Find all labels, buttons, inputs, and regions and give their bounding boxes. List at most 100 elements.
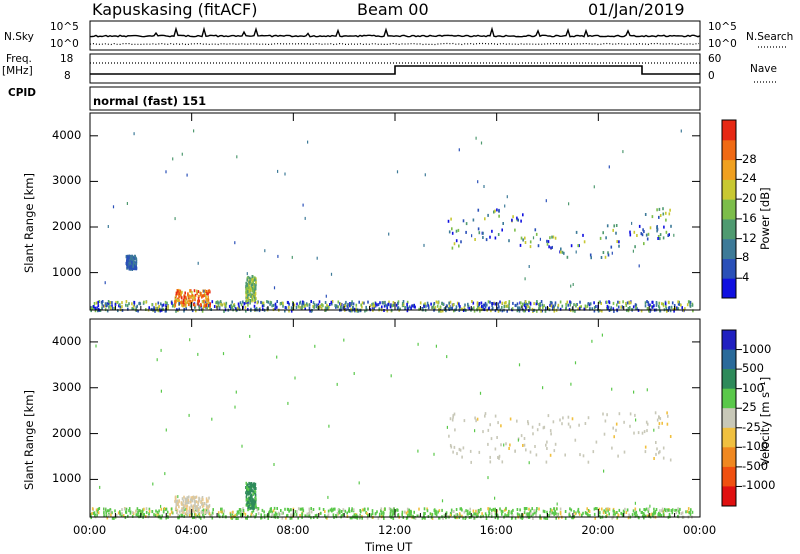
data-pixel xyxy=(288,509,290,513)
data-pixel xyxy=(424,173,426,177)
data-pixel xyxy=(392,517,395,520)
data-pixel xyxy=(207,301,210,305)
data-pixel xyxy=(553,513,555,516)
data-pixel xyxy=(496,306,499,310)
data-pixel xyxy=(611,516,613,520)
data-pixel xyxy=(143,513,145,517)
data-pixel xyxy=(194,505,197,509)
data-pixel xyxy=(564,516,567,520)
data-pixel xyxy=(424,516,426,520)
data-pixel xyxy=(535,513,537,517)
data-pixel xyxy=(458,302,460,306)
data-pixel xyxy=(646,388,648,392)
freq-tick-high: 18 xyxy=(60,53,74,65)
data-pixel xyxy=(535,509,538,513)
data-pixel xyxy=(371,306,374,310)
data-pixel xyxy=(474,416,476,420)
data-pixel xyxy=(680,512,683,516)
data-pixel xyxy=(487,507,489,511)
data-pixel xyxy=(344,509,347,513)
data-pixel xyxy=(485,514,488,518)
data-pixel xyxy=(128,256,130,259)
data-pixel xyxy=(376,510,378,514)
data-pixel xyxy=(135,259,138,263)
freq-unit: [MHz] xyxy=(2,65,33,77)
data-pixel xyxy=(101,307,103,311)
data-pixel xyxy=(647,509,650,513)
data-pixel xyxy=(201,496,204,499)
data-pixel xyxy=(132,305,135,309)
data-pixel xyxy=(204,300,207,304)
data-pixel xyxy=(202,513,204,517)
data-pixel xyxy=(136,304,138,308)
data-pixel xyxy=(484,301,487,305)
data-pixel xyxy=(433,508,436,512)
data-pixel xyxy=(250,501,253,505)
data-pixel xyxy=(527,303,529,307)
data-pixel xyxy=(518,513,521,517)
data-pixel xyxy=(175,507,177,510)
data-pixel xyxy=(668,512,671,516)
data-pixel xyxy=(453,445,456,449)
data-pixel xyxy=(450,217,452,221)
data-pixel xyxy=(524,277,526,281)
data-pixel xyxy=(197,503,199,507)
data-pixel xyxy=(320,511,322,515)
data-pixel xyxy=(251,287,253,290)
data-pixel xyxy=(618,300,621,304)
data-pixel xyxy=(489,235,491,239)
data-pixel xyxy=(109,510,112,514)
data-pixel xyxy=(98,507,101,510)
data-pixel xyxy=(641,514,644,518)
data-pixel xyxy=(211,417,213,421)
data-pixel xyxy=(675,508,678,512)
data-pixel xyxy=(652,513,654,517)
data-pixel xyxy=(252,502,255,506)
data-pixel xyxy=(616,303,618,307)
data-pixel xyxy=(165,304,167,307)
data-pixel xyxy=(538,306,540,310)
data-pixel xyxy=(675,511,678,515)
data-pixel xyxy=(250,514,252,518)
data-pixel xyxy=(405,511,408,515)
data-pixel xyxy=(559,510,562,514)
data-pixel xyxy=(571,516,573,520)
data-pixel xyxy=(260,300,262,304)
data-pixel xyxy=(264,249,266,253)
data-pixel xyxy=(688,300,691,304)
data-pixel xyxy=(365,305,367,309)
data-pixel xyxy=(267,516,269,520)
data-pixel xyxy=(613,435,615,439)
data-pixel xyxy=(438,509,441,513)
data-pixel xyxy=(516,216,518,220)
data-pixel xyxy=(179,293,182,297)
data-pixel xyxy=(458,512,461,516)
data-pixel xyxy=(246,294,249,298)
data-pixel xyxy=(434,305,437,309)
data-pixel xyxy=(382,301,384,305)
data-pixel xyxy=(246,278,248,282)
data-pixel xyxy=(254,493,257,497)
data-pixel xyxy=(198,513,201,517)
data-pixel xyxy=(139,509,142,513)
data-pixel xyxy=(517,438,519,442)
data-pixel xyxy=(201,295,203,299)
data-pixel xyxy=(665,218,667,222)
data-pixel xyxy=(247,297,250,300)
velocity-colorbar-tick-label: -1000 xyxy=(742,478,776,493)
data-pixel xyxy=(205,506,208,510)
data-pixel xyxy=(228,304,231,308)
data-pixel xyxy=(310,516,312,520)
data-pixel xyxy=(218,306,221,309)
data-pixel xyxy=(91,512,93,515)
data-pixel xyxy=(367,507,369,511)
data-pixel xyxy=(335,514,337,517)
data-pixel xyxy=(211,514,213,518)
data-pixel xyxy=(293,512,295,516)
data-pixel xyxy=(287,508,289,511)
data-pixel xyxy=(581,513,583,517)
data-pixel xyxy=(194,496,196,500)
data-pixel xyxy=(487,428,490,432)
data-pixel xyxy=(108,302,110,306)
data-pixel xyxy=(390,509,392,513)
